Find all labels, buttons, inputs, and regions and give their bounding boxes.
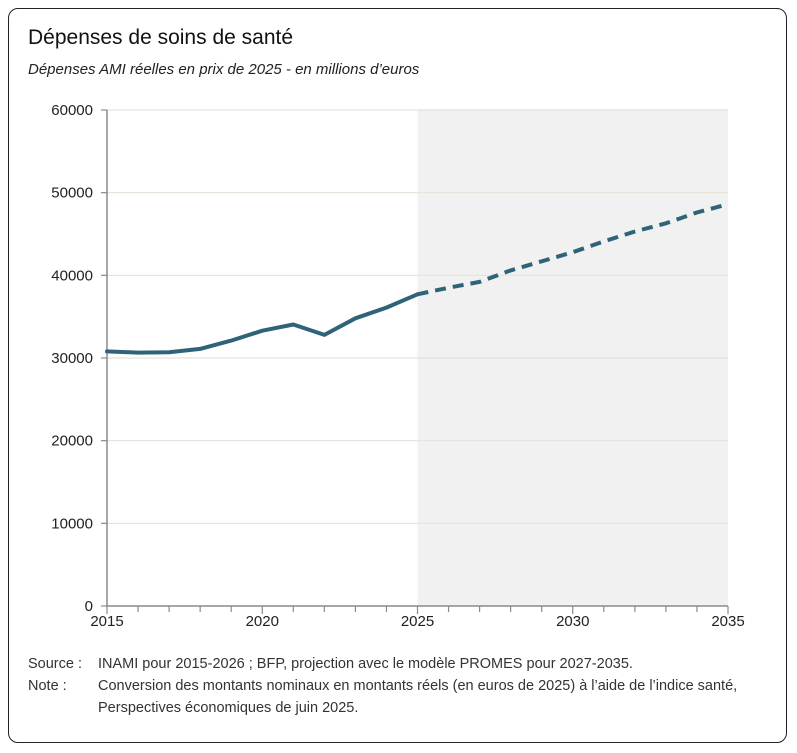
line-chart: 0 10000 20000 30000 40000 50000 60000 2015 2020 2… <box>51 102 744 630</box>
series-line-historical <box>105 292 420 355</box>
x-tick-label: 2020 <box>246 613 279 630</box>
x-tick-label: 2030 <box>556 613 589 630</box>
y-tick-label: 60000 <box>51 102 93 119</box>
y-tick-label: 0 <box>85 598 93 615</box>
chart-subtitle: Dépenses AMI réelles en prix de 2025 - e… <box>28 61 420 78</box>
source-text: INAMI pour 2015-2026 ; BFP, projection a… <box>98 656 633 672</box>
source-row: Source : INAMI pour 2015-2026 ; BFP, pro… <box>28 653 768 675</box>
y-tick-label: 30000 <box>51 350 93 367</box>
note-text: Conversion des montants nominaux en mont… <box>98 678 738 716</box>
x-tick-label: 2035 <box>711 613 744 630</box>
y-tick-label: 40000 <box>51 267 93 284</box>
y-tick-label: 20000 <box>51 433 93 450</box>
x-tick-label: 2025 <box>401 613 434 630</box>
chart-title: Dépenses de soins de santé <box>28 26 294 49</box>
source-label: Source : <box>28 656 82 672</box>
note-label: Note : <box>28 678 67 694</box>
footnotes: Source : INAMI pour 2015-2026 ; BFP, pro… <box>28 653 768 719</box>
x-tick-label: 2015 <box>90 613 123 630</box>
y-tick-label: 50000 <box>51 185 93 202</box>
y-tick-label: 10000 <box>51 515 93 532</box>
note-row: Note : Conversion des montants nominaux … <box>28 675 768 719</box>
